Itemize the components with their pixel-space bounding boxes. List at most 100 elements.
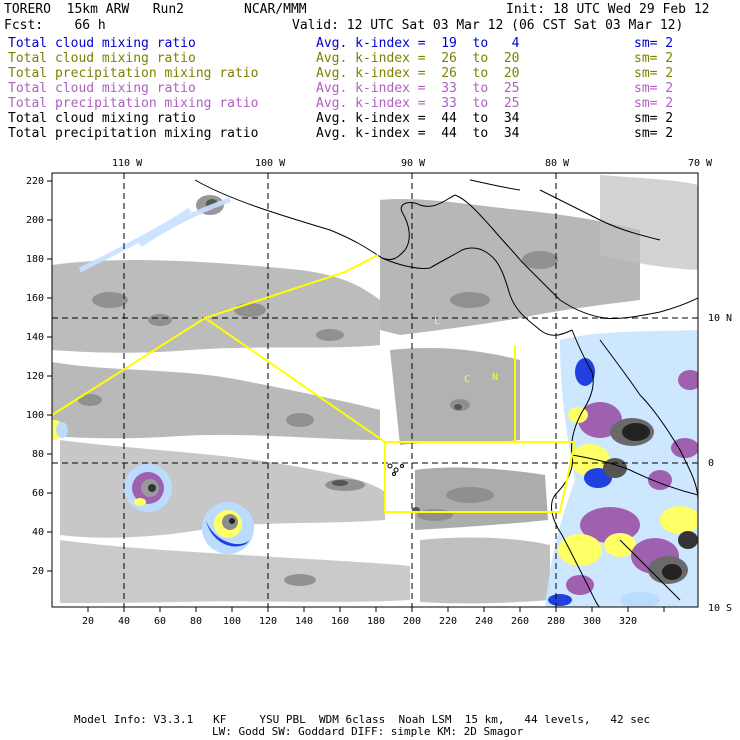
legend-field: Total precipitation mixing ratio [8, 126, 259, 141]
cloud-cell [284, 574, 316, 586]
cloud-streak [78, 207, 192, 273]
legend-kindex: Avg. k-index = 26 to 20 [316, 66, 520, 81]
coastline-cuba [469, 179, 521, 191]
legend-kindex: Avg. k-index = 19 to 4 [316, 36, 520, 51]
flight-track [51, 254, 577, 513]
cloud-cell [417, 509, 453, 521]
y-tick: 60 [32, 488, 45, 499]
galapagos [393, 467, 399, 473]
x-tick: 60 [154, 616, 167, 627]
cloud-band [600, 175, 698, 270]
cloud-cell [450, 292, 490, 308]
y-tick: 180 [26, 254, 45, 265]
legend-kindex: Avg. k-index = 33 to 25 [316, 96, 520, 111]
valid-time: Valid: 12 UTC Sat 03 Mar 12 (06 CST Sat … [292, 18, 684, 33]
x-tick: 220 [439, 616, 458, 627]
box-letter: L [434, 316, 440, 327]
y-tick: 160 [26, 293, 45, 304]
organization: NCAR/MMM [244, 2, 307, 17]
cloud-band [390, 348, 520, 445]
galapagos [400, 464, 404, 468]
cloud-core [332, 480, 348, 486]
map-frame [51, 172, 699, 608]
x-tick: 200 [403, 616, 422, 627]
x-tick: 40 [118, 616, 131, 627]
cloud-cell [522, 251, 558, 269]
legend-sm: sm= 2 [634, 36, 674, 51]
legend-field: Total precipitation mixing ratio [8, 66, 259, 81]
precip-blob [56, 422, 68, 438]
x-tick: 260 [511, 616, 530, 627]
lat-label: 0 [708, 458, 715, 469]
convective-cell [202, 502, 254, 554]
legend-sm: sm= 2 [634, 81, 674, 96]
lon-label: 70 W [688, 158, 713, 169]
cloud-core [454, 404, 462, 410]
x-tick: 320 [619, 616, 638, 627]
y-tick: 220 [26, 176, 45, 187]
cloud-band [60, 440, 385, 538]
lon-label: 80 W [545, 158, 570, 169]
coastline-mexico [194, 179, 456, 261]
legend-field: Total cloud mixing ratio [8, 81, 196, 96]
y-tick: 200 [26, 215, 45, 226]
x-tick: 280 [547, 616, 566, 627]
cloud-band [52, 260, 380, 353]
convective-region [545, 330, 698, 607]
legend-sm: sm= 2 [634, 51, 674, 66]
border-ecuador-peru [571, 454, 698, 496]
cloud-cell [446, 487, 494, 503]
legend-kindex: Avg. k-index = 44 to 34 [316, 111, 520, 126]
x-tick: 100 [223, 616, 242, 627]
coastline-central-america [381, 247, 573, 336]
legend-kindex: Avg. k-index = 26 to 20 [316, 51, 520, 66]
lon-label: 90 W [401, 158, 426, 169]
y-tick: 20 [32, 566, 45, 577]
legend-sm: sm= 2 [634, 111, 674, 126]
x-tick: 180 [367, 616, 386, 627]
x-tick: 140 [295, 616, 314, 627]
coastlines [194, 179, 698, 607]
legend-sm: sm= 2 [634, 126, 674, 141]
x-tick: 20 [82, 616, 95, 627]
lon-label: 100 W [255, 158, 286, 169]
cloud-cell [78, 394, 102, 406]
legend-field: Total cloud mixing ratio [8, 111, 196, 126]
axis-ticks [47, 180, 665, 612]
y-tick: 140 [26, 332, 45, 343]
lat-lon-grid [52, 173, 698, 607]
coastline-yucatan [454, 194, 606, 319]
init-time: Init: 18 UTC Wed 29 Feb 12 [506, 2, 710, 17]
x-tick: 240 [475, 616, 494, 627]
border-colombia [599, 339, 698, 501]
cloud-cell [286, 413, 314, 427]
legend-kindex: Avg. k-index = 44 to 34 [316, 126, 520, 141]
cloud-streak [138, 197, 231, 248]
box-letter: C [464, 374, 470, 385]
coastline-caribbean-islands [539, 189, 661, 241]
y-tick: 80 [32, 449, 45, 460]
legend-kindex: Avg. k-index = 33 to 25 [316, 81, 520, 96]
lat-label: 10 S [708, 603, 733, 614]
galapagos [387, 463, 393, 469]
legend-field: Total cloud mixing ratio [8, 51, 196, 66]
lon-label: 110 W [112, 158, 143, 169]
lat-label: 10 N [708, 313, 733, 324]
model-info: Model Info: V3.3.1 KF YSU PBL WDM 6class… [74, 713, 651, 726]
legend-field: Total precipitation mixing ratio [8, 96, 259, 111]
galapagos [392, 472, 396, 476]
legend-sm: sm= 2 [634, 96, 674, 111]
x-tick: 120 [259, 616, 278, 627]
cloud-cell [316, 329, 344, 341]
cloud-band [380, 199, 640, 335]
y-tick: 100 [26, 410, 45, 421]
model-physics: LW: Godd SW: Goddard DIFF: simple KM: 2D… [212, 725, 524, 738]
x-tick: 300 [583, 616, 602, 627]
x-tick: 80 [190, 616, 203, 627]
cloud-field [52, 175, 698, 607]
cloud-cell [148, 314, 172, 326]
forecast-hour: Fcst: 66 h [4, 18, 106, 33]
cloud-band [420, 537, 550, 604]
box-letter: N [492, 372, 498, 383]
